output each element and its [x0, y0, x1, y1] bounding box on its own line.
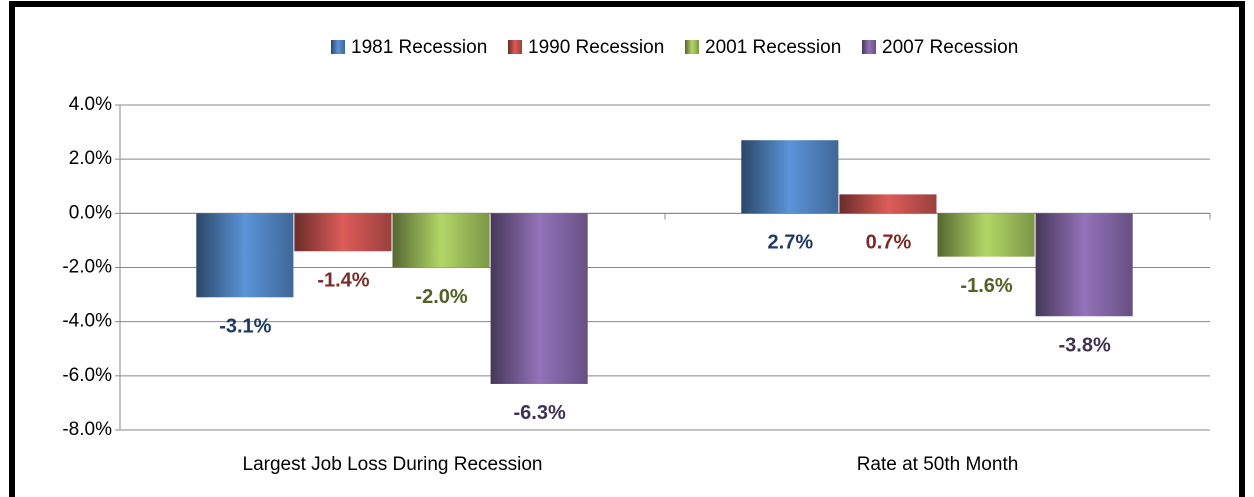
bar	[937, 213, 1035, 257]
bar	[490, 213, 588, 384]
y-tick-label: 0.0%	[69, 202, 112, 223]
legend-label: 2001 Recession	[705, 37, 841, 58]
value-label: -3.8%	[1059, 335, 1111, 357]
legend-swatch	[508, 40, 522, 54]
value-label: -3.1%	[219, 316, 271, 338]
bar	[1035, 213, 1133, 317]
legend-label: 1990 Recession	[528, 37, 664, 58]
y-tick-label: 4.0%	[69, 94, 112, 115]
bar	[741, 140, 839, 214]
bar	[839, 194, 937, 214]
y-tick-label: -2.0%	[62, 257, 112, 278]
legend-label: 1981 Recession	[351, 37, 487, 58]
chart-frame	[9, 1, 1245, 497]
y-tick-label: -4.0%	[62, 311, 112, 332]
value-label: -2.0%	[415, 286, 467, 308]
value-label: 0.7%	[866, 232, 912, 254]
bar	[196, 213, 294, 298]
value-label: -1.6%	[960, 275, 1012, 297]
legend-label: 2007 Recession	[882, 37, 1018, 58]
bar	[294, 213, 392, 252]
value-label: -6.3%	[514, 402, 566, 424]
x-tick-label: Largest Job Loss During Recession	[243, 454, 543, 475]
value-label: 2.7%	[768, 232, 814, 254]
y-tick-label: -6.0%	[62, 365, 112, 386]
y-tick-label: 2.0%	[69, 148, 112, 169]
legend-swatch	[862, 40, 876, 54]
x-tick-label: Rate at 50th Month	[857, 454, 1019, 475]
value-label: -1.4%	[317, 270, 369, 292]
bar	[392, 213, 490, 268]
legend-swatch	[331, 40, 345, 54]
legend-swatch	[685, 40, 699, 54]
y-tick-label: -8.0%	[62, 419, 112, 440]
